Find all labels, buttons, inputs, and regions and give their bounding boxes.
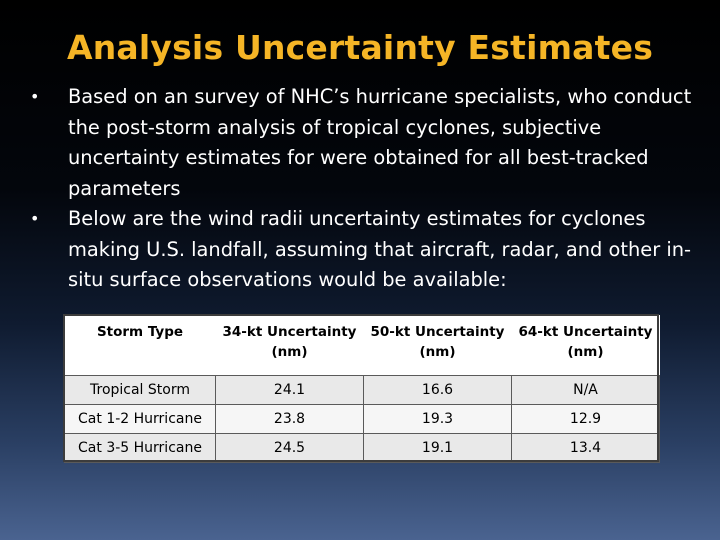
- cell-50kt: 19.3: [363, 404, 512, 434]
- bullet-text: Based on an survey of NHC’s hurricane sp…: [68, 85, 692, 200]
- header-34kt: 34-kt Uncertainty (nm): [215, 315, 364, 376]
- table-header-row: Storm Type 34-kt Uncertainty (nm) 50-kt …: [64, 315, 660, 376]
- cell-storm-type: Cat 3-5 Hurricane: [64, 433, 216, 463]
- cell-50kt: 16.6: [363, 375, 512, 405]
- bullet-text: Below are the wind radii uncertainty est…: [68, 207, 692, 291]
- slide-title: Analysis Uncertainty Estimates: [66, 28, 654, 67]
- cell-50kt: 19.1: [363, 433, 512, 463]
- table-row: Tropical Storm 24.1 16.6 N/A: [64, 375, 660, 405]
- table-row: Cat 3-5 Hurricane 24.5 19.1 13.4: [64, 433, 660, 463]
- cell-34kt: 24.1: [215, 375, 364, 405]
- header-64kt: 64-kt Uncertainty (nm): [511, 315, 660, 376]
- cell-34kt: 24.5: [215, 433, 364, 463]
- cell-64kt: N/A: [511, 375, 660, 405]
- header-storm-type: Storm Type: [64, 315, 216, 376]
- cell-storm-type: Tropical Storm: [64, 375, 216, 405]
- bullet-item: • Based on an survey of NHC’s hurricane …: [30, 82, 700, 204]
- uncertainty-table: Storm Type 34-kt Uncertainty (nm) 50-kt …: [64, 315, 660, 463]
- bullet-dot-icon: •: [30, 209, 40, 228]
- cell-34kt: 23.8: [215, 404, 364, 434]
- header-50kt: 50-kt Uncertainty (nm): [363, 315, 512, 376]
- bullet-dot-icon: •: [30, 87, 40, 106]
- table-row: Cat 1-2 Hurricane 23.8 19.3 12.9: [64, 404, 660, 434]
- cell-storm-type: Cat 1-2 Hurricane: [64, 404, 216, 434]
- cell-64kt: 12.9: [511, 404, 660, 434]
- bullet-list: • Based on an survey of NHC’s hurricane …: [30, 82, 700, 296]
- cell-64kt: 13.4: [511, 433, 660, 463]
- bullet-item: • Below are the wind radii uncertainty e…: [30, 204, 700, 296]
